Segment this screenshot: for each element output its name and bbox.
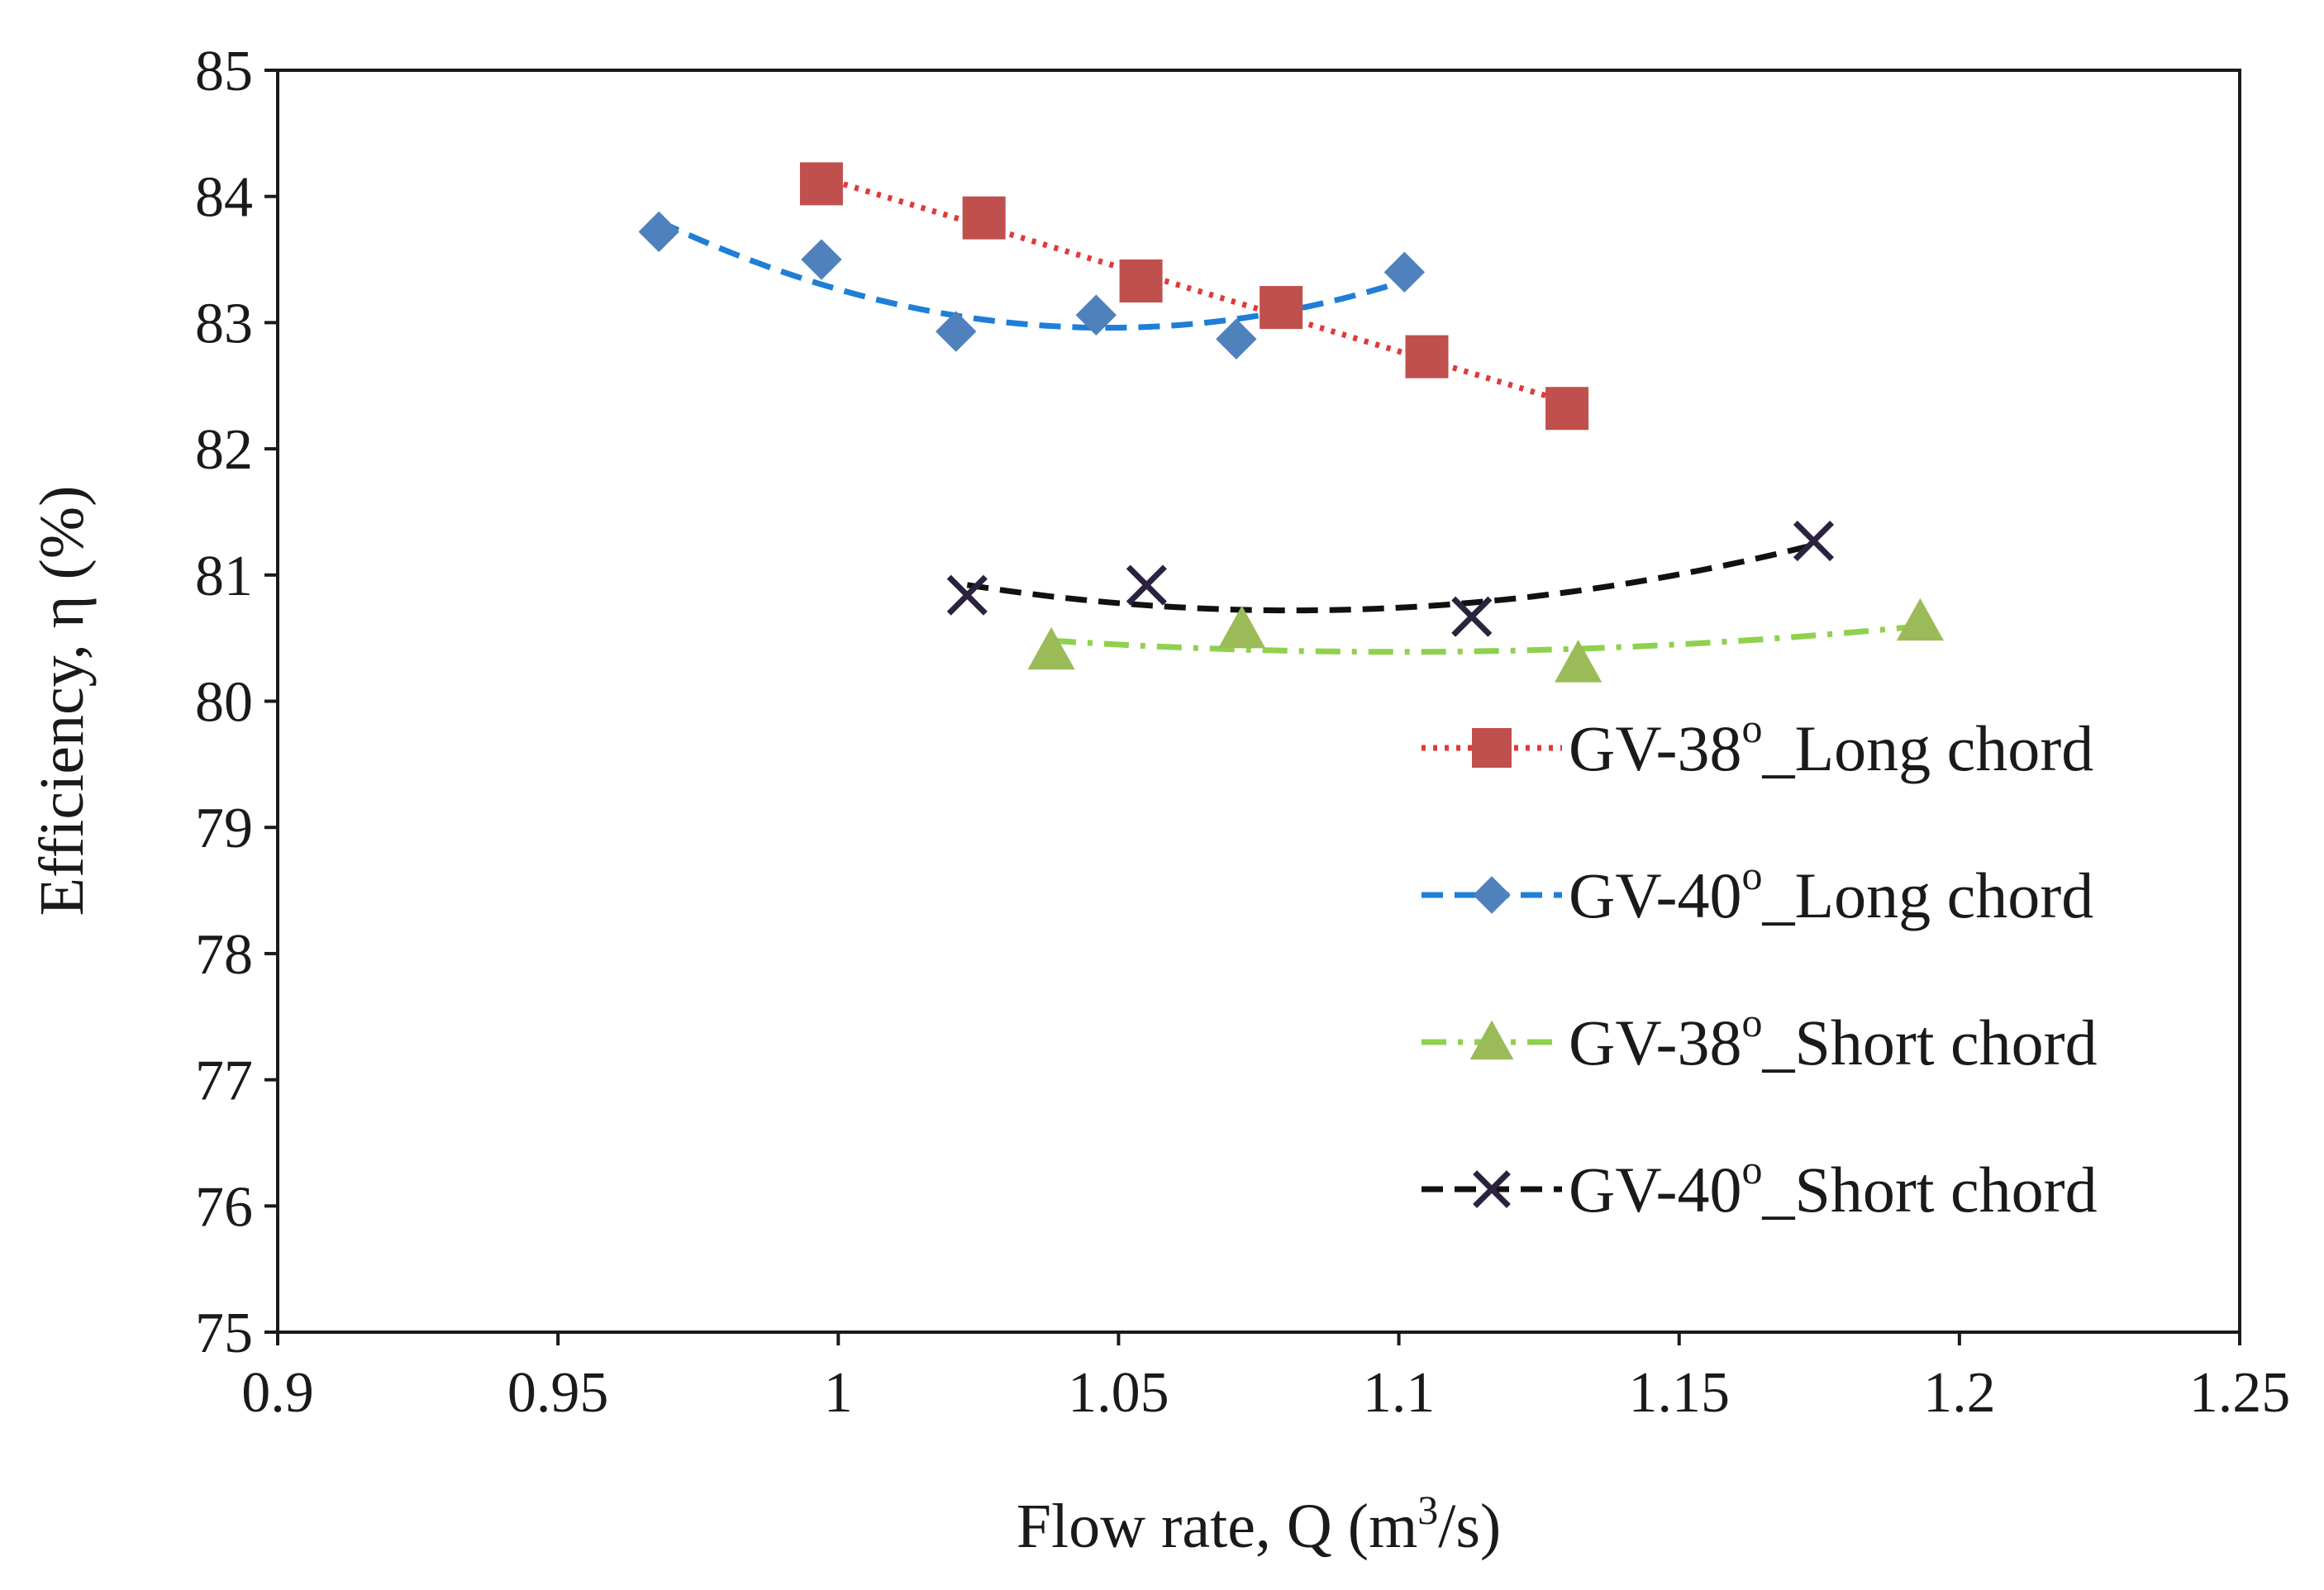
- data-point-square: [962, 196, 1006, 240]
- data-point-square: [799, 162, 843, 206]
- legend-label: GV-38o_Short chord: [1569, 999, 2098, 1078]
- data-point-x: [1793, 520, 1835, 562]
- legend-label: GV-40o_Long chord: [1569, 852, 2093, 931]
- plot-area: [276, 69, 2241, 1334]
- y-axis: 75 76 77 78 79 80 81 82 83 84 85: [195, 40, 278, 1365]
- trend-line: [1050, 623, 1921, 655]
- data-point-square: [1472, 728, 1512, 768]
- data-point-diamond: [1216, 318, 1257, 359]
- x-tick-label: 1.2: [1923, 1361, 1996, 1425]
- legend-label: GV-40o_Short chord: [1569, 1146, 2098, 1226]
- y-tick-label: 75: [195, 1302, 253, 1365]
- legend-item: GV-38o_Short chord: [1422, 999, 2098, 1078]
- y-tick-label: 80: [195, 671, 253, 735]
- legend-label: GV-38o_Long chord: [1569, 705, 2093, 784]
- data-point-diamond: [936, 311, 977, 352]
- y-tick-label: 84: [195, 166, 253, 230]
- y-tick-label: 79: [195, 797, 253, 860]
- data-point-diamond: [638, 211, 679, 253]
- x-tick-label: 1.1: [1363, 1361, 1436, 1425]
- data-point-square: [1545, 387, 1589, 431]
- x-tick-label: 1.25: [2189, 1361, 2291, 1425]
- x-tick-label: 1.15: [1628, 1361, 1730, 1425]
- data-point-triangle: [1896, 597, 1944, 641]
- y-tick-label: 81: [195, 545, 253, 608]
- data-point-diamond: [1383, 251, 1426, 293]
- legend: GV-38o_Long chord GV-40o_Long chord GV-38o…: [1422, 705, 2098, 1226]
- data-point-triangle: [1218, 605, 1266, 649]
- y-axis-title: Efficiency, η (%): [27, 486, 97, 916]
- y-tick-label: 82: [195, 418, 253, 482]
- y-tick-label: 78: [195, 923, 253, 987]
- x-axis: 0.9 0.95 1 1.05 1.1 1.15 1.2 1.25: [241, 1332, 2290, 1425]
- data-point-square: [1260, 286, 1303, 330]
- data-point-diamond: [1075, 294, 1117, 336]
- y-tick-label: 77: [195, 1050, 253, 1113]
- data-point-diamond: [1473, 876, 1511, 914]
- legend-item: GV-38o_Long chord: [1422, 705, 2093, 784]
- x-tick-label: 0.95: [507, 1361, 609, 1425]
- legend-item: GV-40o_Short chord: [1422, 1146, 2098, 1226]
- x-tick-label: 0.9: [241, 1361, 314, 1425]
- data-point-diamond: [801, 239, 842, 280]
- data-markers: [638, 162, 1944, 683]
- trend-line: [966, 542, 1815, 614]
- data-point-x: [1451, 596, 1493, 637]
- y-tick-label: 85: [195, 40, 253, 103]
- data-point-square: [1119, 259, 1163, 303]
- data-point-triangle: [1555, 640, 1603, 683]
- x-tick-label: 1.05: [1068, 1361, 1169, 1425]
- data-point-triangle: [1027, 626, 1075, 670]
- x-axis-title: Flow rate, Q (m3/s): [1017, 1487, 1501, 1561]
- legend-item: GV-40o_Long chord: [1422, 852, 2093, 931]
- data-point-triangle: [1469, 1020, 1514, 1060]
- data-point-x: [1473, 1170, 1511, 1208]
- data-point-square: [1405, 335, 1449, 378]
- y-tick-label: 83: [195, 292, 253, 355]
- x-tick-label: 1: [824, 1361, 853, 1425]
- y-tick-label: 76: [195, 1175, 253, 1239]
- data-point-x: [946, 574, 988, 616]
- data-point-x: [1126, 564, 1167, 606]
